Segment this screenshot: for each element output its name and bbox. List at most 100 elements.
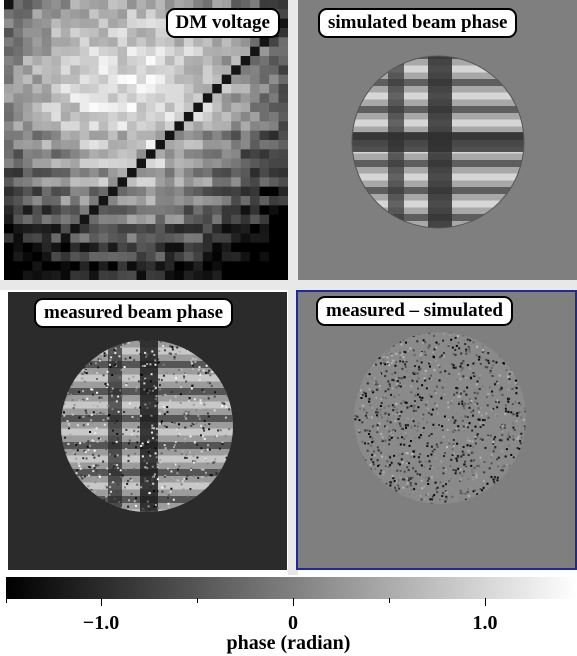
dm-pixel <box>22 270 33 280</box>
meas-noise-speck <box>105 448 108 451</box>
diff-noise-speck <box>434 481 437 484</box>
dm-pixel <box>231 46 242 57</box>
dm-pixel <box>164 121 175 132</box>
diff-noise-speck <box>392 477 395 480</box>
meas-noise-speck <box>114 347 117 350</box>
meas-noise-speck <box>90 498 93 501</box>
diff-noise-speck <box>452 364 455 367</box>
diff-noise-speck <box>483 460 486 463</box>
diff-noise-speck <box>393 332 396 335</box>
diff-noise-speck <box>374 467 377 470</box>
diff-noise-speck <box>490 408 493 411</box>
diff-noise-speck <box>359 389 362 392</box>
dm-pixel <box>51 65 62 76</box>
meas-noise-speck <box>116 464 119 467</box>
dm-pixel <box>146 140 156 150</box>
diff-noise-speck <box>368 430 371 433</box>
meas-noise-speck <box>154 388 157 391</box>
diff-noise-speck <box>500 487 503 490</box>
meas-noise-speck <box>184 437 187 440</box>
dm-pixel <box>278 112 288 122</box>
meas-noise-speck <box>77 359 80 362</box>
meas-noise-speck <box>65 500 68 503</box>
diff-noise-speck <box>531 409 533 411</box>
dm-pixel <box>70 261 81 272</box>
diff-noise-speck <box>466 444 469 447</box>
colorbar-axis-label: phase (radian) <box>226 632 351 654</box>
diff-noise-speck <box>466 416 469 419</box>
diff-noise-speck <box>409 347 412 350</box>
diff-noise-speck <box>518 447 521 450</box>
diff-noise-speck <box>482 422 485 425</box>
diff-noise-speck <box>462 391 465 394</box>
meas-noise-speck <box>178 368 181 371</box>
diff-noise-speck <box>398 413 401 416</box>
dm-pixel <box>155 65 166 76</box>
meas-noise-speck <box>238 403 240 405</box>
meas-noise-speck <box>89 493 92 496</box>
diff-noise-speck <box>398 422 401 425</box>
diff-noise-speck <box>358 356 361 359</box>
dm-pixel <box>51 158 62 169</box>
diff-noise-speck <box>477 418 480 421</box>
dm-pixel <box>278 205 288 216</box>
meas-noise-speck <box>148 402 151 405</box>
diff-noise-speck <box>462 470 465 473</box>
diff-noise-speck <box>519 370 522 373</box>
diff-noise-speck <box>472 474 475 477</box>
dm-pixel <box>202 224 213 234</box>
dm-pixel <box>136 242 147 253</box>
diff-noise-speck <box>454 366 457 369</box>
diff-noise-speck <box>401 436 404 439</box>
diff-noise-speck <box>354 453 357 456</box>
meas-noise-speck <box>154 405 157 408</box>
dm-pixel <box>13 37 24 48</box>
dm-pixel <box>250 233 261 244</box>
diff-noise-speck <box>421 384 424 387</box>
meas-noise-speck <box>224 454 227 457</box>
diff-noise-speck <box>424 341 427 344</box>
meas-noise-speck <box>190 504 193 507</box>
dm-pixel <box>41 74 52 85</box>
meas-noise-speck <box>152 482 155 485</box>
dm-pixel <box>221 140 232 150</box>
diff-noise-speck <box>384 439 387 442</box>
meas-noise-speck <box>170 391 173 394</box>
diff-noise-speck <box>479 456 482 459</box>
diff-noise-speck <box>529 333 531 335</box>
dm-pixel <box>117 168 128 178</box>
dm-pixel <box>117 28 128 38</box>
diff-noise-speck <box>369 483 372 486</box>
meas-noise-speck <box>144 377 147 380</box>
diff-noise-speck <box>384 349 387 352</box>
diff-noise-speck <box>521 385 524 388</box>
diff-noise-speck <box>471 471 474 474</box>
meas-noise-speck <box>121 474 124 477</box>
diff-noise-speck <box>373 504 375 506</box>
diff-noise-speck <box>377 464 380 467</box>
meas-noise-speck <box>229 450 232 453</box>
diff-noise-speck <box>467 403 470 406</box>
meas-noise-speck <box>108 414 111 417</box>
dm-pixel <box>155 121 166 132</box>
meas-noise-speck <box>108 473 111 476</box>
diff-noise-speck <box>457 402 460 405</box>
dm-pixel <box>32 112 43 122</box>
dm-pixel <box>89 56 100 66</box>
diff-noise-speck <box>500 385 503 388</box>
meas-noise-speck <box>62 411 65 414</box>
diff-noise-speck <box>354 376 356 379</box>
diff-noise-speck <box>524 407 526 410</box>
diff-noise-speck <box>530 474 532 476</box>
dm-pixel <box>155 242 166 253</box>
meas-noise-speck <box>62 514 64 516</box>
diff-noise-speck <box>403 359 406 362</box>
dm-pixel <box>250 270 261 280</box>
dm-pixel <box>22 9 33 20</box>
diff-noise-speck <box>397 453 400 456</box>
dm-pixel <box>117 205 128 216</box>
diff-noise-speck <box>425 493 428 496</box>
dm-pixel <box>146 37 156 48</box>
diff-noise-speck <box>486 499 489 502</box>
diff-noise-speck <box>372 440 375 443</box>
